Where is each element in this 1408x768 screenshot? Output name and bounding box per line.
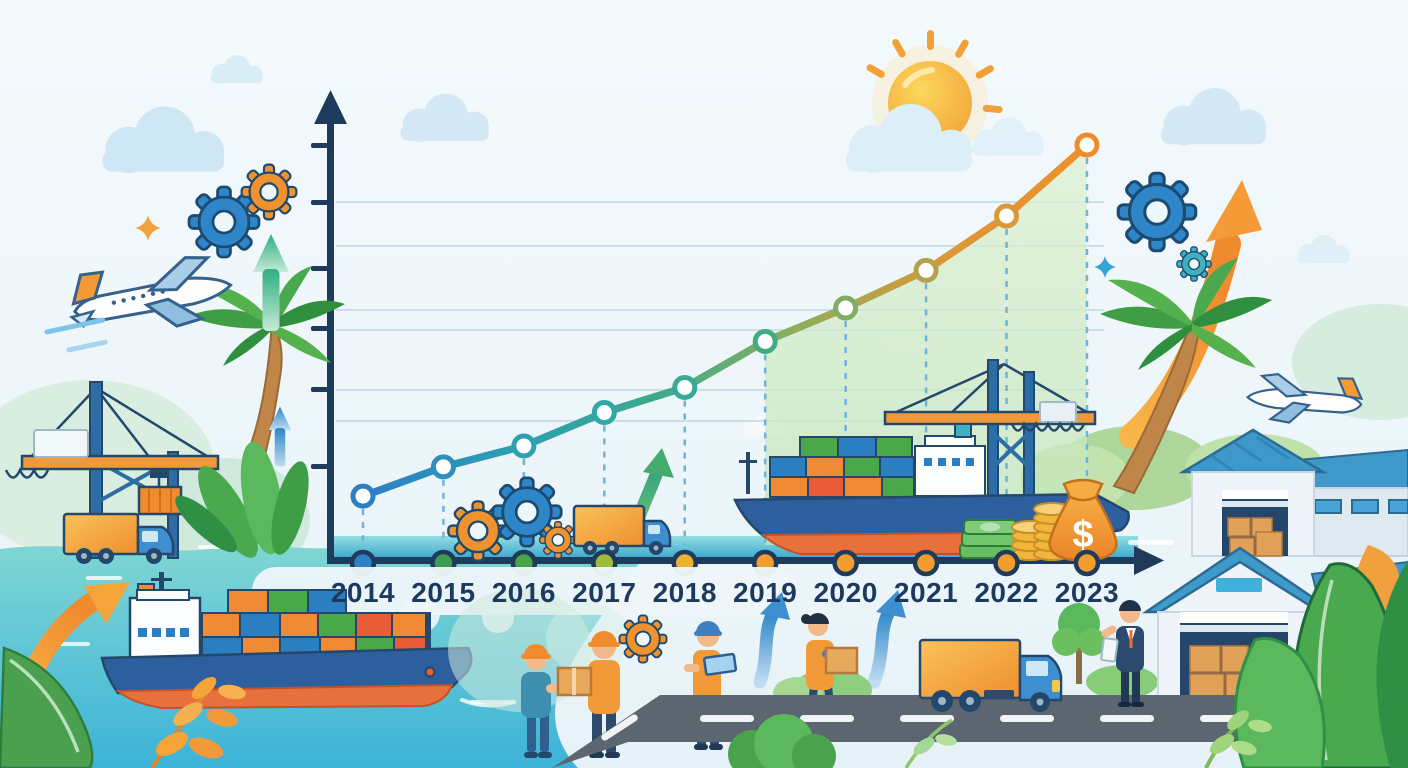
tropical-leaves-left [175,441,309,558]
data-point-2017 [591,400,617,426]
year-label: 2019 [733,577,797,608]
timeline-dot-2021 [912,549,940,577]
data-point-2019 [752,328,778,354]
truck-icon-left [62,512,175,564]
up-arrow-icon-curved-1 [753,592,790,689]
timeline-year-labels: 2014 2015 2016 2017 2018 2019 2020 2021 2022 2023 [331,577,1119,608]
gear-icon [1116,171,1198,253]
dollar-sign: $ [1072,514,1093,556]
data-point-2020 [833,295,859,321]
trend-line [359,141,1091,500]
bush-icon [728,714,836,768]
leaf-icon-bottom-left [0,646,94,768]
orange-branch-leaves [150,676,246,768]
palm-tree-left [188,266,345,461]
year-label: 2018 [653,577,717,608]
year-label: 2021 [894,577,958,608]
data-point-2022 [994,203,1020,229]
gear-icon [240,163,298,221]
year-label: 2014 [331,577,395,608]
data-point-2016 [511,433,537,459]
data-point-2014 [350,483,376,509]
data-point-2023 [1074,132,1100,158]
x-axis-timeline [327,546,1164,575]
truck-icon-timeline [572,504,672,555]
trend-points [350,132,1100,509]
banknotes-icon [959,519,1017,559]
year-label: 2016 [492,577,556,608]
airplane-icon-right [1245,373,1364,424]
year-label: 2015 [411,577,475,608]
data-point-2021 [913,257,939,283]
year-label: 2020 [813,577,877,608]
sprig-icon-2 [904,718,957,768]
data-point-2015 [430,454,456,480]
leaf-icon-bottom-right [904,545,1408,768]
year-label: 2017 [572,577,636,608]
up-arrow-icon-curved-2 [867,590,906,689]
gear-icon-small [1176,246,1212,282]
year-label: 2023 [1055,577,1119,608]
businessman-icon [1100,600,1144,707]
year-label: 2022 [974,577,1038,608]
warehouse-icon-upper [1178,428,1408,557]
sprig-icon [1204,710,1272,768]
worker-icon-left [521,644,566,758]
data-point-2018 [672,374,698,400]
package-box [556,666,593,697]
timeline-dot-2020 [832,549,859,577]
palm-tree-right [1100,258,1272,495]
airplane-icon-left [44,256,233,353]
timeline-dot-2023 [1073,549,1101,577]
y-axis [311,90,347,564]
gear-icon-small [539,521,577,559]
money-bag-icon: $ [1048,478,1118,563]
timeline-dot-2022 [993,549,1020,577]
tree-icon [1052,603,1106,684]
port-crane-center [883,359,1097,541]
money-group: $ [959,478,1118,563]
gear-icon [618,614,668,664]
truck-icon-right [918,638,1063,712]
